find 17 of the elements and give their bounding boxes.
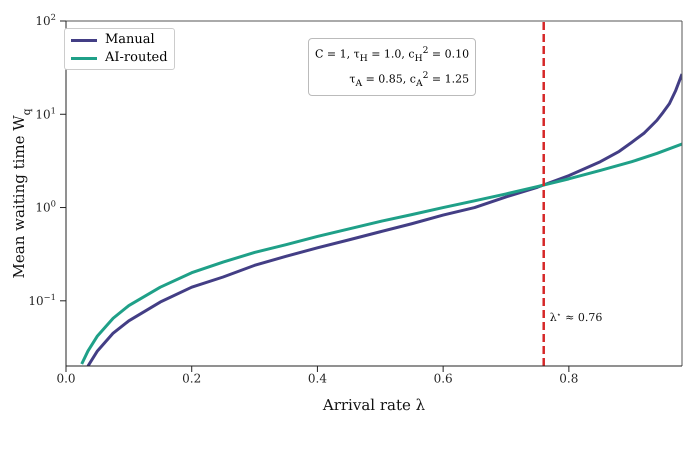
y-tick-label: 10$^{0}$ [35, 198, 56, 215]
legend-label: AI-routed [105, 49, 168, 67]
annotation: C = 1, τ$_{H}$ = 1.0, c$_{H}$$^{2}$ = 0.10 [315, 44, 470, 66]
x-tick-label: 0.6 [434, 372, 453, 386]
ref-line-label: λ$^{⋆}$ ≈ 0.76 [550, 310, 602, 324]
x-tick-label: 0.0 [56, 372, 76, 386]
line-series [80, 142, 682, 366]
y-tick-label: 10$^{−1}$ [28, 292, 56, 308]
legend-label: Manual [105, 31, 155, 49]
line-series [86, 72, 682, 366]
annotation: τ$_{A}$ = 0.85, c$_{A}$$^{2}$ = 1.25 [348, 68, 470, 91]
x-tick-label: 0.8 [559, 372, 578, 386]
x-tick-label: 0.4 [308, 372, 328, 386]
x-tick-label: 0.2 [182, 372, 202, 386]
y-tick-label: 10$^{2}$ [35, 12, 56, 28]
x-axis-title: Arrival rate λ [322, 396, 426, 414]
y-tick-label: 10$^{1}$ [35, 105, 56, 122]
